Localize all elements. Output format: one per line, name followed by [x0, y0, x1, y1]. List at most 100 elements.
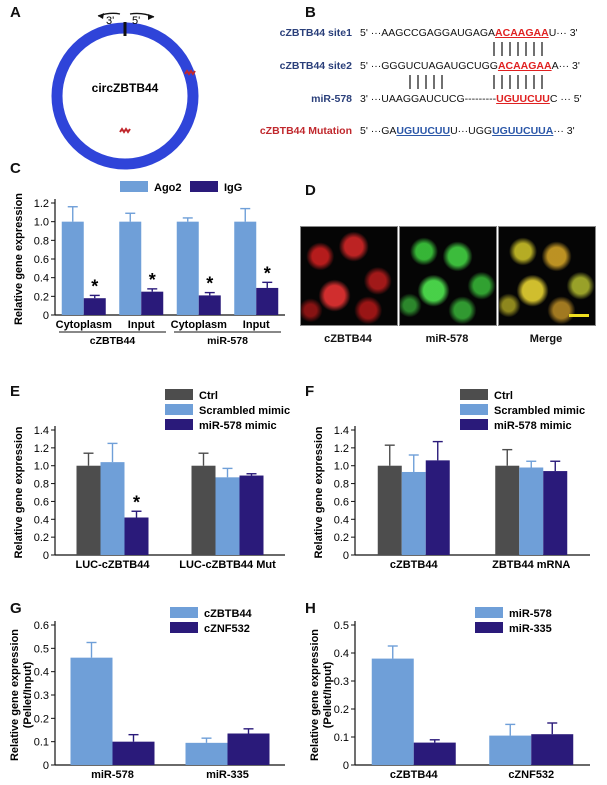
y-tick-label: 0.2: [34, 532, 49, 544]
legend-swatch: [165, 419, 193, 430]
category-label: ZBTB44 mRNA: [492, 559, 570, 571]
y-tick-label: 1.2: [334, 443, 349, 455]
category-label: cZBTB44: [390, 769, 439, 781]
panel-letter-a: A: [10, 4, 21, 21]
bar: [76, 465, 101, 555]
legend-swatch: [165, 404, 193, 415]
y-tick-label: 0.5: [334, 620, 349, 632]
pairing-lines-1: [493, 42, 543, 56]
y-tick-label: 0.5: [34, 643, 49, 655]
circrna-diagram: 3' 5' circZBTB44: [51, 12, 199, 170]
y-tick-label: 1.2: [34, 443, 49, 455]
bar: [119, 221, 142, 315]
bar: [425, 460, 450, 555]
bar: [239, 475, 264, 555]
micrograph-merge: [498, 226, 596, 326]
group-label: cZBTB44: [90, 335, 136, 347]
y-tick-label: 0: [43, 550, 49, 562]
y-tick-label: 0.2: [334, 532, 349, 544]
y-tick-label: 1.0: [34, 461, 49, 473]
y-tick-label: 0.1: [34, 737, 49, 749]
pairing-lines-2: [409, 75, 543, 89]
legend-label: miR-578: [509, 608, 552, 620]
category-label: cZNF532: [508, 769, 554, 781]
legend-label: cZBTB44: [204, 608, 253, 620]
y-tick-label: 0.3: [34, 690, 49, 702]
y-tick-label: 1.0: [334, 461, 349, 473]
y-tick-label: 0.2: [34, 291, 49, 303]
bar: [401, 471, 426, 555]
seq-mutation: 5' ···GAUGUUCUUU···UGGUGUUCUUA··· 3': [360, 125, 575, 137]
micrograph-czbtb44: [300, 226, 398, 326]
micrograph-label-merge: Merge: [529, 333, 563, 345]
bar: [185, 742, 228, 765]
significance-star: *: [149, 270, 156, 290]
legend-label: Scrambled mimic: [494, 405, 585, 417]
seq-site1: 5' ···AAGCCGAGGAUGAGAACAAGAAU··· 3': [360, 27, 578, 39]
bar: [371, 658, 414, 765]
y-tick-label: 0: [343, 550, 349, 562]
bar: [112, 741, 155, 765]
y-tick-label: 1.4: [334, 425, 349, 437]
seq-site2: 5' ···GGGUCUAGAUGCUGGACAAGAAA··· 3': [360, 60, 580, 72]
legend-swatch: [475, 622, 503, 633]
category-label: Input: [243, 319, 270, 331]
legend-label: miR-578 mimic: [199, 420, 277, 432]
seq-mir578: 3' ···UAAGGAUCUCG---------UGUUCUUC ··· 5…: [360, 93, 582, 105]
y-tick-label: 0.4: [334, 514, 349, 526]
chart-e: 0 0.2 0.4 0.6 0.8 1.0 1.2 1.4 Relative gene expr…: [13, 389, 290, 571]
y-axis-label: Relative gene expression: [13, 193, 25, 325]
bar: [234, 221, 257, 315]
binding-site-2: [119, 127, 131, 134]
bar: [495, 465, 520, 555]
category-label: cZBTB44: [390, 559, 439, 571]
y-axis-label: Relative gene expression(Pellet/Input): [309, 629, 334, 761]
bar: [531, 734, 574, 765]
y-tick-label: 1.0: [34, 217, 49, 229]
scale-bar: [569, 314, 589, 317]
category-label: LUC-cZBTB44: [76, 559, 151, 571]
legend-label: Ctrl: [494, 390, 513, 402]
end3-label: 3': [106, 15, 114, 27]
y-tick-label: 0: [43, 310, 49, 322]
legend-label: Scrambled mimic: [199, 405, 290, 417]
bar: [413, 742, 456, 765]
bar: [519, 467, 544, 555]
y-tick-label: 0.4: [34, 514, 49, 526]
micrograph-label-mir578: miR-578: [425, 333, 469, 345]
y-axis-label: Relative gene expression: [13, 426, 25, 558]
bar: [227, 733, 270, 765]
legend-label: miR-578 mimic: [494, 420, 572, 432]
bar: [377, 465, 402, 555]
category-label: LUC-cZBTB44 Mut: [179, 559, 276, 571]
category-label: miR-578: [91, 769, 134, 781]
seq-label-site1: cZBTB44 site1: [279, 27, 352, 39]
significance-star: *: [133, 492, 140, 512]
chart-c: 0 0.2 0.4 0.6 0.8 1.0 1.2 Relative gene express…: [13, 181, 285, 347]
y-axis-label: Relative gene expression: [313, 426, 325, 558]
end5-label: 5': [132, 15, 140, 27]
legend-swatch: [460, 404, 488, 415]
bar: [124, 517, 149, 555]
seq-label-site2: cZBTB44 site2: [279, 60, 352, 72]
legend-label: Ctrl: [199, 390, 218, 402]
legend-swatch: [190, 181, 218, 192]
y-tick-label: 0.6: [34, 496, 49, 508]
bar: [83, 298, 106, 315]
bar: [100, 462, 125, 555]
panel-letter-g: G: [10, 600, 22, 617]
y-tick-label: 0.8: [34, 235, 49, 247]
y-tick-label: 0.8: [334, 479, 349, 491]
legend-swatch: [460, 419, 488, 430]
legend-label: IgG: [224, 182, 242, 194]
legend-swatch: [165, 389, 193, 400]
seq-label-mutation: cZBTB44 Mutation: [259, 125, 352, 137]
y-tick-label: 1.2: [34, 198, 49, 210]
panel-letter-b: B: [305, 4, 316, 21]
panel-letter-f: F: [305, 383, 315, 400]
panel-letter-h: H: [305, 600, 316, 617]
y-tick-label: 0.6: [34, 620, 49, 632]
y-tick-label: 0.6: [334, 496, 349, 508]
